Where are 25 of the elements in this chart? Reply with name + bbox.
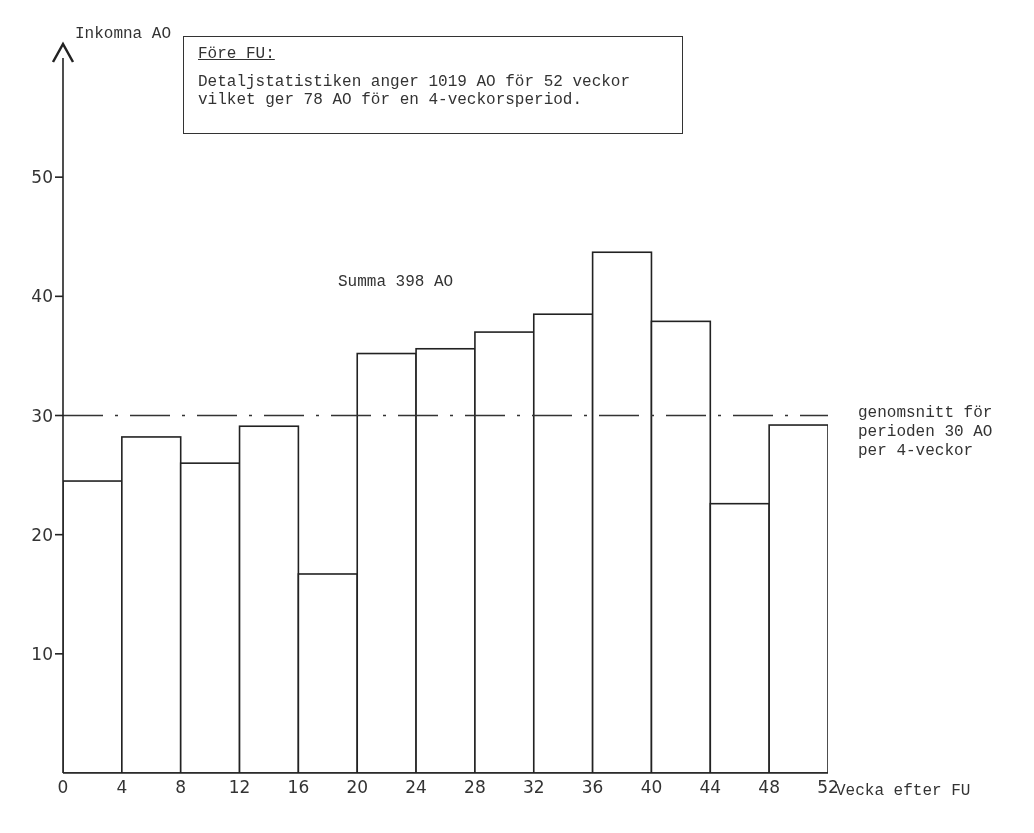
x-tick-label: 16 — [287, 777, 310, 798]
x-tick-label: 20 — [346, 777, 369, 798]
x-tick-label: 0 — [57, 777, 69, 798]
x-tick-label: 44 — [699, 777, 722, 798]
x-tick-label: 40 — [640, 777, 663, 798]
x-tick-label: 32 — [522, 777, 545, 798]
x-tick-label: 48 — [758, 777, 780, 798]
annotation: Före FU: — [198, 45, 276, 63]
x-tick-label: 36 — [581, 777, 604, 798]
x-axis-title: Vecka efter FU — [836, 782, 971, 800]
y-tick-label: 40 — [31, 286, 53, 307]
x-tick-label: 24 — [405, 777, 427, 798]
y-tick-label: 30 — [31, 405, 53, 426]
x-tick-label: 8 — [175, 777, 187, 798]
y-tick-label: 50 — [31, 167, 53, 188]
x-tick-label: 12 — [228, 777, 251, 798]
ref-line-label: genomsnitt för perioden 30 AO per 4-veckor — [858, 403, 994, 461]
x-tick-label: 4 — [116, 777, 128, 798]
annotation: Detaljstatistiken anger 1019 AO för 52 veckor vilket ger 78 AO för en 4-veckorsperiod. — [198, 73, 632, 109]
annotation: Summa 398 AO — [338, 273, 454, 291]
x-tick-label: 28 — [464, 777, 486, 798]
text-box: Före FU: Detaljstatistiken anger 1019 AO för 52 veckor vilket ger 78 AO för en 4-veckorsperiod. — [183, 36, 683, 134]
y-axis-title: Inkomna AO — [75, 25, 172, 43]
y-tick-label: 20 — [31, 524, 53, 545]
y-tick-label: 10 — [31, 643, 53, 664]
